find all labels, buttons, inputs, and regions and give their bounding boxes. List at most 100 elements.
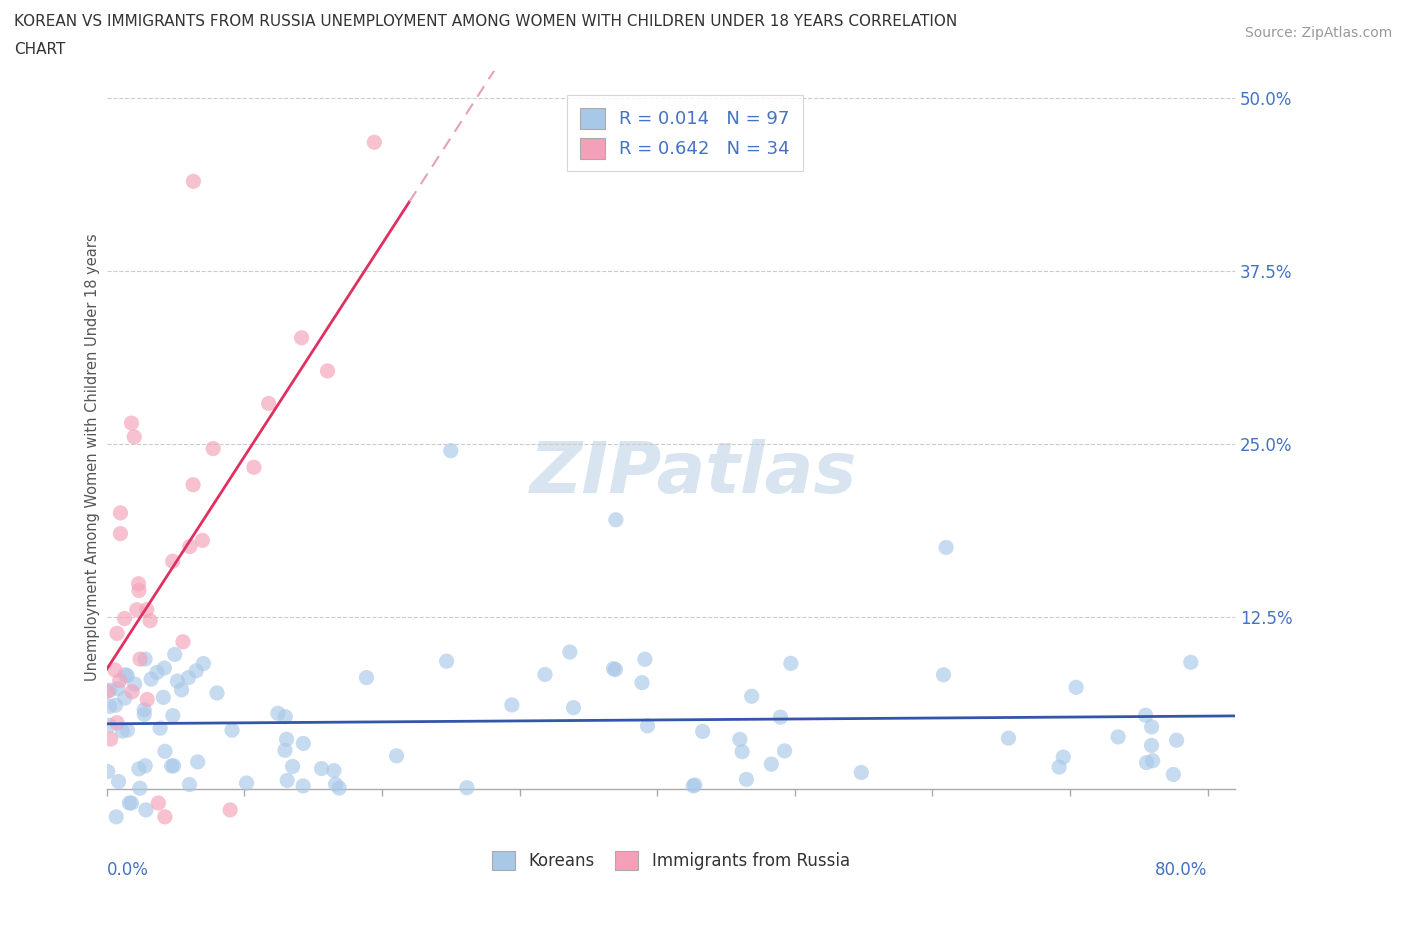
Point	[128, 577, 150, 591]
Point	[1163, 767, 1185, 782]
Point	[135, 803, 157, 817]
Point	[114, 691, 136, 706]
Point	[191, 533, 214, 548]
Point	[110, 505, 132, 520]
Point	[110, 526, 132, 541]
Point	[135, 603, 157, 618]
Point	[1052, 750, 1074, 764]
Text: 0.0%: 0.0%	[107, 861, 149, 879]
Point	[276, 773, 298, 788]
Point	[779, 656, 801, 671]
Point	[162, 758, 184, 773]
Point	[683, 777, 706, 792]
Point	[181, 477, 204, 492]
Point	[562, 700, 585, 715]
Point	[385, 749, 408, 764]
Point	[456, 780, 478, 795]
Y-axis label: Unemployment Among Women with Children Under 18 years: Unemployment Among Women with Children U…	[86, 233, 100, 682]
Point	[179, 777, 201, 792]
Point	[997, 731, 1019, 746]
Point	[276, 732, 298, 747]
Point	[1166, 733, 1188, 748]
Text: Source: ZipAtlas.com: Source: ZipAtlas.com	[1244, 26, 1392, 40]
Point	[153, 660, 176, 675]
Point	[1047, 760, 1070, 775]
Text: CHART: CHART	[14, 42, 66, 57]
Point	[605, 512, 627, 527]
Point	[105, 715, 128, 730]
Point	[769, 710, 792, 724]
Point	[637, 718, 659, 733]
Point	[125, 603, 148, 618]
Point	[121, 684, 143, 699]
Point	[179, 539, 201, 554]
Point	[153, 809, 176, 824]
Point	[177, 671, 200, 685]
Text: ZIPatlas: ZIPatlas	[530, 439, 858, 508]
Point	[731, 744, 754, 759]
Point	[187, 754, 209, 769]
Point	[108, 673, 131, 688]
Point	[356, 671, 378, 685]
Point	[558, 644, 581, 659]
Point	[166, 673, 188, 688]
Point	[129, 652, 152, 667]
Point	[851, 765, 873, 780]
Point	[186, 663, 208, 678]
Point	[124, 677, 146, 692]
Point	[267, 706, 290, 721]
Point	[328, 780, 350, 795]
Point	[205, 685, 228, 700]
Point	[183, 174, 205, 189]
Point	[121, 795, 143, 810]
Point	[128, 583, 150, 598]
Point	[221, 723, 243, 737]
Point	[219, 803, 242, 817]
Point	[114, 611, 136, 626]
Point	[118, 795, 141, 810]
Point	[322, 764, 344, 778]
Point	[728, 732, 751, 747]
Point	[104, 662, 127, 677]
Point	[160, 759, 183, 774]
Point	[128, 762, 150, 777]
Point	[104, 698, 127, 712]
Point	[172, 634, 194, 649]
Point	[602, 661, 624, 676]
Point	[152, 690, 174, 705]
Point	[1135, 708, 1157, 723]
Point	[162, 708, 184, 723]
Point	[97, 764, 120, 779]
Point	[281, 759, 304, 774]
Point	[292, 736, 315, 751]
Point	[128, 781, 150, 796]
Point	[932, 668, 955, 683]
Point	[134, 702, 156, 717]
Point	[363, 135, 385, 150]
Point	[316, 364, 339, 379]
Point	[501, 698, 523, 712]
Point	[1142, 753, 1164, 768]
Point	[311, 761, 333, 776]
Point	[257, 396, 280, 411]
Point	[122, 430, 145, 445]
Point	[162, 553, 184, 568]
Point	[274, 710, 297, 724]
Legend: Koreans, Immigrants from Russia: Koreans, Immigrants from Russia	[484, 843, 858, 879]
Point	[325, 777, 347, 791]
Point	[1180, 655, 1202, 670]
Point	[773, 743, 796, 758]
Point	[134, 758, 156, 773]
Point	[134, 652, 156, 667]
Point	[96, 684, 118, 698]
Point	[111, 724, 134, 738]
Point	[202, 441, 225, 456]
Point	[761, 757, 783, 772]
Point	[741, 689, 763, 704]
Point	[440, 444, 463, 458]
Point	[292, 778, 315, 793]
Point	[735, 772, 758, 787]
Point	[534, 667, 557, 682]
Point	[117, 669, 139, 684]
Point	[1140, 720, 1163, 735]
